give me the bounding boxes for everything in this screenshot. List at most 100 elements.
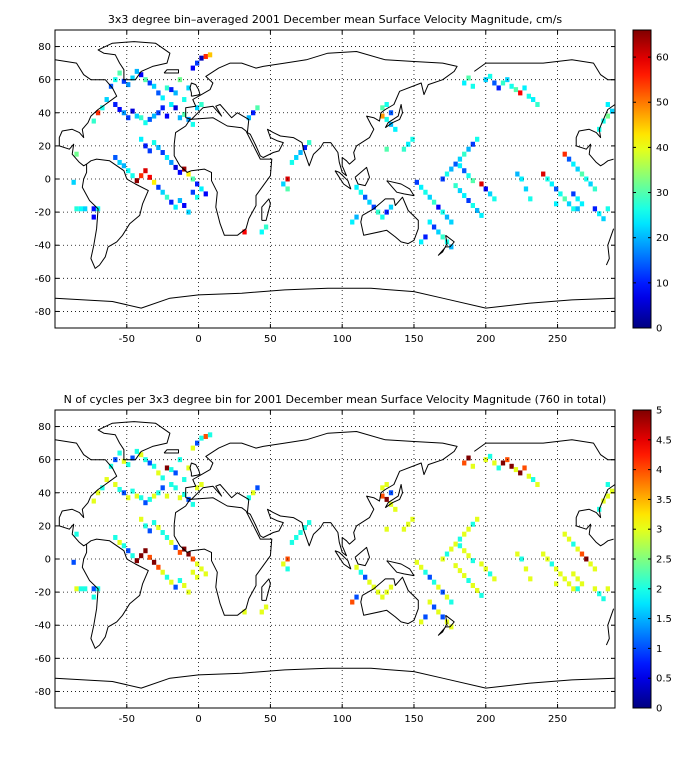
heatmap-cell [487,453,493,459]
coastline-path [261,198,271,221]
colorbar-2: 0 0.5 1 1.5 2 2.5 3 3.5 4 4.5 5 [632,406,672,715]
heatmap-cell [579,551,585,557]
heatmap-cell [553,566,559,572]
colorbar-tick-label: 50 [656,98,669,109]
heatmap-cell [91,498,96,504]
heatmap-cell [466,553,471,559]
heatmap-cell [562,151,567,157]
heatmap-cell [457,156,463,162]
heatmap-cell [515,171,520,177]
heatmap-cell [143,500,148,506]
coastline-path [163,449,179,454]
heatmap-cell [462,80,467,86]
heatmap-cell [177,115,183,121]
heatmap-cell [470,521,475,527]
heatmap-cell [151,140,157,146]
coastline-path [55,667,615,689]
colorbar-tick-label: 2.5 [656,555,672,566]
heatmap-cell [121,78,127,84]
heatmap-cell [173,90,178,96]
heatmap-cell [449,624,454,630]
y-tick-label: 80 [38,42,51,53]
heatmap-cell [519,556,524,562]
heatmap-cell [571,206,576,212]
heatmap-cell [562,196,567,202]
heatmap-cell [371,204,376,210]
heatmap-cell [431,604,437,610]
heatmap-cell [169,482,174,487]
heatmap-cell [121,458,127,464]
heatmap-cell [195,574,200,580]
heatmap-cell [147,460,152,466]
coastline-path [173,497,273,616]
heatmap-cell [143,120,148,126]
heatmap-cell [263,224,269,230]
y-tick-label: 0 [45,555,51,566]
heatmap-cell [367,199,372,205]
heatmap-cell [487,73,493,79]
heatmap-cell [139,495,144,501]
heatmap-cell [566,156,572,162]
heatmap-cell [177,578,183,584]
heatmap-cell [199,102,204,107]
heatmap-cell [285,566,290,572]
heatmap-cell [427,194,432,200]
heatmap-cell [95,110,101,116]
heatmap-cell [74,531,79,537]
coastline-path [189,82,201,97]
heatmap-cell [302,145,307,151]
heatmap-cell [156,525,161,531]
y-tick-label: -40 [35,621,51,632]
heatmap-cell [104,477,109,483]
heatmap-cell [453,541,458,547]
heatmap-cell [74,206,79,212]
coastline-path [384,104,403,129]
heatmap-cell [466,455,471,461]
heatmap-cell [358,189,363,195]
coastline-path [386,560,415,577]
heatmap-cell [173,544,178,550]
heatmap-cell [71,179,76,185]
heatmap-cell [126,82,131,88]
heatmap-cell [579,201,585,207]
heatmap-cell [182,491,187,497]
colorbar-tick-label: 30 [656,188,669,199]
heatmap-cell [134,113,139,119]
y-tick-label: 40 [38,488,51,499]
heatmap-cell [444,594,450,600]
heatmap-cell [528,196,533,202]
heatmap-cell [522,465,527,471]
heatmap-cell [609,108,615,114]
colorbar-1: 0 10 20 30 40 50 60 [632,29,669,335]
heatmap-cell [444,171,450,177]
heatmap-cell [384,116,389,122]
heatmap-cell [515,551,520,557]
heatmap-cell [492,460,497,466]
heatmap-cell [479,212,484,218]
heatmap-cell [113,482,118,487]
heatmap-cell [126,168,131,174]
heatmap-cell [483,457,488,463]
heatmap-cell [414,179,419,185]
heatmap-cell [466,146,471,152]
heatmap-cell [444,551,450,557]
heatmap-cell [401,146,407,152]
heatmap-cell [427,574,432,580]
heatmap-cell [496,465,501,471]
y-tick-label: -20 [35,208,51,219]
heatmap-cell [605,482,610,487]
heatmap-cell [147,174,152,180]
heatmap-cell [500,460,506,466]
heatmap-cell [522,85,527,91]
heatmap-cell [160,95,165,101]
heatmap-cell [134,558,139,564]
coastline-path [437,614,455,636]
heatmap-cell [384,102,389,107]
heatmap-cell [553,581,559,587]
heatmap-cell [164,154,170,160]
heatmap-cell [475,587,480,593]
coastline-path [97,41,171,81]
heatmap-cell [509,83,514,89]
colorbar-tick-label: 0.5 [656,674,672,685]
heatmap-cell [169,159,174,165]
